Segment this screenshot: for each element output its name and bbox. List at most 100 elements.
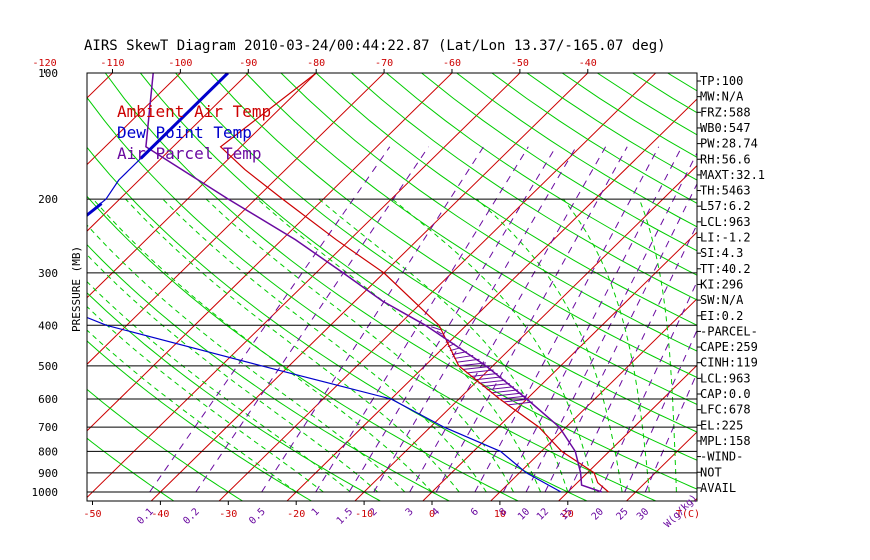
index-entry: RH:56.6 bbox=[700, 152, 751, 166]
top-temp-tick-label: -110 bbox=[100, 58, 124, 69]
moist-adiabat-line bbox=[162, 198, 487, 493]
dry-adiabat-line bbox=[175, 73, 697, 433]
mixing-ratio-line bbox=[195, 146, 429, 493]
index-entry: LCL:963 bbox=[700, 215, 751, 229]
mixing-ratio-label: 10 bbox=[516, 506, 532, 522]
cape-hatch-line bbox=[436, 330, 443, 335]
isotherm-line bbox=[490, 298, 697, 501]
moist-adiabat-line bbox=[92, 198, 433, 493]
dry-adiabat-line bbox=[421, 73, 697, 252]
pressure-tick-label: 600 bbox=[38, 393, 58, 406]
dry-adiabat-line bbox=[210, 73, 697, 405]
index-entry: CAP:0.0 bbox=[700, 387, 751, 401]
bottom-temp-tick-label: -50 bbox=[83, 509, 101, 520]
index-entry: EL:225 bbox=[700, 418, 743, 432]
mixing-ratio-label: 25 bbox=[614, 506, 630, 522]
index-entry: LI:-1.2 bbox=[700, 231, 751, 245]
index-entry: MPL:158 bbox=[700, 434, 751, 448]
legend-dew-point-temp: Dew Point Temp bbox=[117, 123, 252, 142]
mixing-ratio-line bbox=[474, 146, 660, 493]
y-axis-label: PRESSURE (MB) bbox=[70, 246, 83, 332]
cape-hatch-line bbox=[474, 376, 502, 381]
bottom-temp-tick-label: -40 bbox=[151, 509, 169, 520]
isotherm-line bbox=[87, 73, 521, 499]
dry-adiabat-line bbox=[773, 73, 870, 503]
index-entry: TP:100 bbox=[700, 74, 743, 88]
mixing-ratio-label: 0.2 bbox=[181, 506, 202, 527]
top-temp-tick-label: -40 bbox=[579, 58, 597, 69]
x-axis-label: T(C) bbox=[676, 509, 700, 520]
index-entry: NOT bbox=[700, 465, 722, 479]
index-entry: L57:6.2 bbox=[700, 199, 751, 213]
mixing-ratio-line bbox=[261, 146, 484, 493]
cape-hatch-line bbox=[482, 382, 510, 387]
isotherm-line bbox=[558, 364, 697, 501]
cape-hatch-line bbox=[499, 395, 527, 400]
index-entry: KI:296 bbox=[700, 277, 743, 291]
moist-adiabat-line bbox=[125, 198, 460, 493]
index-entry: LFC:678 bbox=[700, 403, 751, 417]
isotherm-line bbox=[218, 73, 657, 501]
mixing-ratio-label: 6 bbox=[469, 506, 481, 518]
index-entry: AVAIL bbox=[700, 481, 736, 495]
pressure-tick-label: 500 bbox=[38, 360, 58, 373]
cape-hatch-line bbox=[470, 372, 498, 377]
mixing-ratio-line bbox=[435, 146, 628, 493]
cape-hatch-line bbox=[507, 401, 534, 406]
mixing-ratio-line bbox=[525, 151, 697, 493]
dry-adiabat-line bbox=[350, 73, 697, 301]
top-temp-tick-label: -120 bbox=[33, 58, 57, 69]
isotherm-line bbox=[422, 231, 697, 501]
pressure-tick-label: 100 bbox=[38, 67, 58, 80]
mixing-ratio-label: 30 bbox=[635, 506, 651, 522]
index-entry: TH:5463 bbox=[700, 184, 751, 198]
index-entry: FRZ:588 bbox=[700, 105, 751, 119]
cape-hatch-line bbox=[486, 386, 514, 391]
index-entry: -PARCEL- bbox=[700, 324, 758, 338]
legend: Ambient Air Temp Dew Point Temp Air Parc… bbox=[117, 102, 271, 163]
mixing-ratio-label: 1.5 bbox=[335, 506, 356, 527]
index-entry: LCL:963 bbox=[700, 371, 751, 385]
pressure-tick-label: 800 bbox=[38, 445, 58, 458]
isotherm-line bbox=[286, 98, 697, 501]
isotherm-line bbox=[762, 54, 870, 501]
dewpoint-mid-segment bbox=[87, 202, 103, 218]
index-entry: CAPE:259 bbox=[700, 340, 758, 354]
dry-adiabat-line bbox=[808, 73, 870, 503]
background-grid bbox=[87, 54, 870, 503]
index-entry: -WIND- bbox=[700, 450, 743, 464]
bottom-temp-tick-label: -30 bbox=[219, 509, 237, 520]
isotherm-line bbox=[150, 73, 589, 501]
ambient-temp-line bbox=[219, 73, 609, 493]
index-entry: SW:N/A bbox=[700, 293, 744, 307]
cape-hatch-line bbox=[462, 365, 490, 370]
dry-adiabat-line bbox=[245, 73, 697, 379]
index-entry: TT:40.2 bbox=[700, 262, 751, 276]
mixing-ratio-line bbox=[149, 146, 391, 493]
index-entry: SI:4.3 bbox=[700, 246, 743, 260]
cape-hatch-line bbox=[466, 369, 494, 374]
mixing-ratio-label: 3 bbox=[404, 506, 416, 518]
isotherm-line bbox=[87, 73, 317, 299]
dry-adiabat-line bbox=[315, 73, 697, 326]
mixing-ratio-line bbox=[544, 182, 697, 493]
chart-title: AIRS SkewT Diagram 2010-03-24/00:44:22.8… bbox=[84, 38, 666, 54]
isotherm-line bbox=[87, 73, 453, 432]
bottom-temp-tick-label: 20 bbox=[562, 509, 574, 520]
bottom-temp-tick-label: 0 bbox=[429, 509, 435, 520]
index-entry: MAXT:32.1 bbox=[700, 168, 765, 182]
isotherm-line bbox=[87, 73, 249, 232]
top-temp-tick-label: -90 bbox=[239, 58, 257, 69]
cape-hatch-line bbox=[503, 398, 530, 403]
cape-hatch-line bbox=[495, 392, 523, 397]
isotherm-line bbox=[830, 54, 870, 501]
mixing-ratio-line bbox=[315, 146, 529, 493]
index-entry: WB0:547 bbox=[700, 121, 751, 135]
top-temp-tick-label: -80 bbox=[307, 58, 325, 69]
moist-adiabat-line bbox=[391, 198, 596, 493]
dry-adiabat-line bbox=[667, 73, 697, 92]
isotherm-line bbox=[87, 73, 114, 99]
mixing-ratio-line bbox=[409, 146, 607, 493]
